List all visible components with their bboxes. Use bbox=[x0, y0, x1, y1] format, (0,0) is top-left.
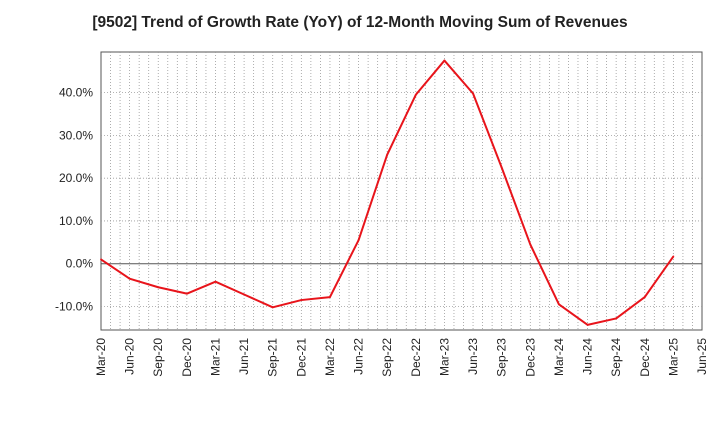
x-axis-ticks: Mar-20 Jun-20 Sep-20 Dec-20 Mar-21 Jun-21 Sep-… bbox=[94, 338, 709, 377]
data-point bbox=[185, 292, 188, 295]
x-tick-label: Mar-21 bbox=[208, 338, 222, 376]
y-tick-label: 30.0% bbox=[59, 128, 93, 142]
plot-area bbox=[100, 51, 703, 331]
data-point bbox=[615, 317, 618, 320]
data-point bbox=[243, 293, 245, 296]
x-tick-label: Mar-25 bbox=[666, 338, 680, 376]
x-tick-label: Dec-20 bbox=[180, 338, 194, 377]
grid-lines bbox=[101, 52, 702, 330]
y-tick-label: 0.0% bbox=[66, 257, 94, 271]
x-tick-label: Jun-21 bbox=[237, 338, 251, 375]
series-layer bbox=[100, 59, 675, 326]
data-point bbox=[386, 153, 389, 156]
data-point bbox=[271, 306, 274, 309]
x-tick-label: Dec-21 bbox=[294, 338, 308, 377]
y-axis-ticks: -10.0% 0.0% 10.0% 20.0% 30.0% 40.0% bbox=[55, 86, 93, 314]
data-point bbox=[214, 280, 217, 283]
data-point bbox=[586, 323, 589, 326]
x-tick-label: Jun-23 bbox=[466, 338, 480, 375]
data-point bbox=[300, 299, 303, 301]
y-tick-label: 40.0% bbox=[59, 86, 93, 100]
y-tick-label: -10.0% bbox=[55, 299, 93, 313]
y-tick-label: 10.0% bbox=[59, 214, 93, 228]
data-point bbox=[529, 243, 532, 246]
x-tick-label: Dec-24 bbox=[638, 338, 652, 377]
data-point bbox=[357, 239, 360, 242]
data-point bbox=[443, 59, 446, 62]
data-point bbox=[500, 166, 503, 169]
x-tick-label: Sep-22 bbox=[380, 338, 394, 377]
data-point bbox=[472, 92, 474, 95]
data-point bbox=[414, 93, 417, 96]
x-tick-label: Mar-24 bbox=[552, 338, 566, 376]
x-tick-label: Sep-21 bbox=[266, 338, 280, 377]
x-tick-label: Mar-23 bbox=[437, 338, 451, 376]
x-tick-label: Jun-22 bbox=[352, 338, 366, 375]
x-tick-label: Jun-25 bbox=[695, 338, 709, 375]
x-tick-label: Jun-24 bbox=[581, 338, 595, 375]
chart-title: [9502] Trend of Growth Rate (YoY) of 12-… bbox=[92, 14, 628, 31]
x-tick-label: Sep-24 bbox=[609, 338, 623, 377]
x-tick-label: Mar-20 bbox=[94, 338, 108, 376]
data-point bbox=[157, 286, 160, 289]
x-tick-label: Jun-20 bbox=[123, 338, 137, 375]
y-tick-label: 20.0% bbox=[59, 171, 93, 185]
data-point bbox=[672, 255, 675, 258]
data-point bbox=[329, 296, 331, 298]
x-tick-label: Sep-23 bbox=[495, 338, 509, 377]
x-tick-label: Dec-23 bbox=[523, 338, 537, 377]
data-point bbox=[128, 277, 131, 280]
x-tick-label: Mar-22 bbox=[323, 338, 337, 376]
data-point bbox=[100, 258, 102, 261]
data-point bbox=[643, 296, 646, 298]
data-point bbox=[558, 303, 560, 306]
x-tick-label: Dec-22 bbox=[409, 338, 423, 377]
x-tick-label: Sep-20 bbox=[151, 338, 165, 377]
